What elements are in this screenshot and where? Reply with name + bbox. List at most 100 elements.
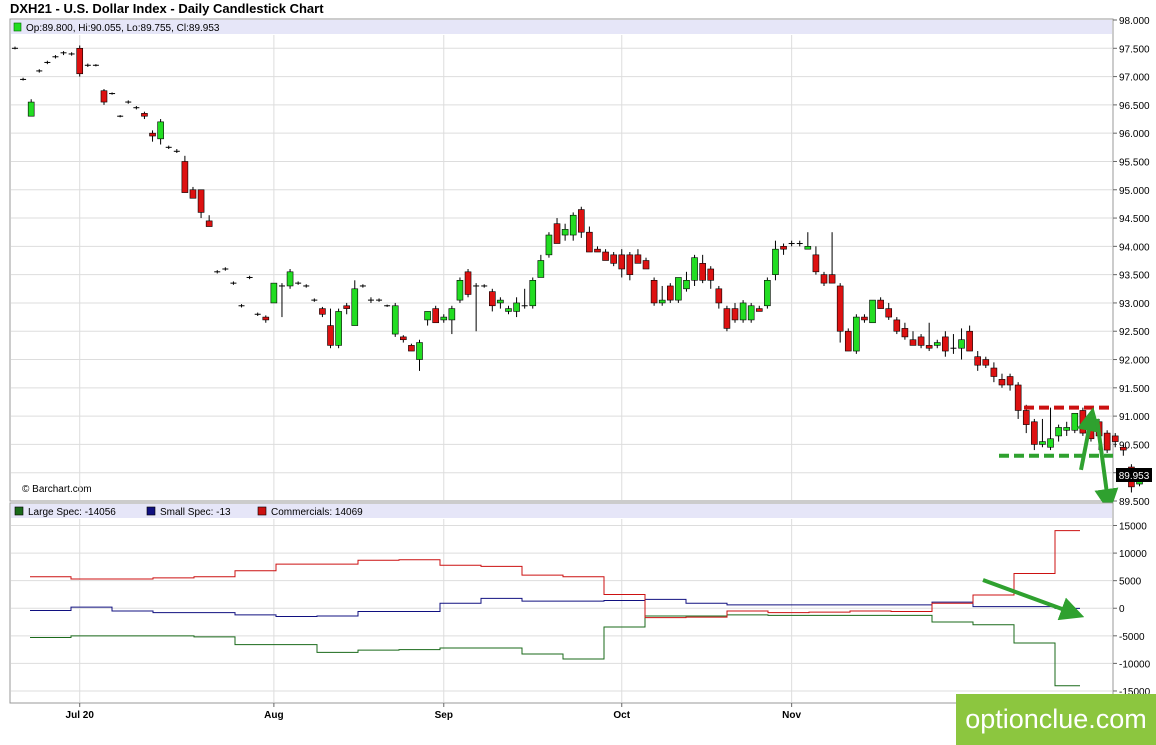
candle [529, 277, 537, 309]
candle-body [683, 280, 690, 290]
candles [12, 45, 1143, 493]
cot-y-axis: 15000 10000 5000 0 -5000 -10000 -15000 [1113, 522, 1151, 698]
candle [982, 356, 990, 369]
candle [92, 64, 99, 67]
candle-body [909, 339, 917, 346]
candle [933, 339, 941, 349]
cot-tick-label: -10000 [1119, 659, 1151, 670]
candle-body [586, 231, 593, 253]
cot-tick-label: 5000 [1119, 577, 1142, 588]
candle-body [731, 308, 739, 321]
candle [577, 206, 585, 238]
candle [197, 189, 205, 219]
candle-body [448, 308, 456, 321]
price-tick-label: 94.500 [1119, 214, 1150, 225]
candle [505, 305, 512, 315]
candle [537, 254, 545, 278]
candle-body [723, 308, 731, 329]
down-arrow [1094, 418, 1119, 513]
candle-body [141, 113, 148, 117]
candle-body [861, 316, 868, 321]
price-tick-label: 96.500 [1119, 101, 1150, 112]
candle [173, 149, 180, 153]
candle-body [351, 288, 359, 326]
candle-body [416, 342, 423, 360]
candle-body [489, 291, 496, 307]
candle [893, 317, 901, 335]
candle [796, 240, 803, 247]
candle [1039, 418, 1046, 448]
candle [246, 275, 253, 280]
candle [675, 277, 682, 303]
candle [254, 312, 261, 316]
candle-body [739, 302, 747, 321]
candle-body [642, 260, 650, 270]
candle-body [1047, 438, 1054, 448]
candle [448, 305, 456, 335]
candle-body [327, 325, 334, 346]
candle [117, 115, 124, 118]
candle-body [529, 280, 537, 307]
candle-body [1079, 410, 1087, 434]
candle-body [658, 299, 666, 304]
candle-body [205, 220, 213, 227]
candle [384, 304, 391, 307]
candle [489, 288, 496, 312]
candle [634, 249, 642, 264]
candle [432, 305, 439, 324]
candle [747, 302, 755, 323]
candle-body [772, 248, 779, 275]
candle [149, 130, 156, 142]
x-tick-label: Oct [613, 710, 630, 721]
candle [408, 343, 415, 352]
candle [836, 283, 844, 343]
candle-body [715, 288, 723, 304]
candle [270, 282, 278, 304]
candle [27, 99, 35, 117]
candle [1071, 412, 1079, 434]
candle-body [853, 316, 860, 352]
price-tick-label: 95.000 [1119, 186, 1150, 197]
x-tick-label: Nov [782, 710, 801, 721]
x-axis: Jul 20 Aug Sep Oct Nov [66, 703, 802, 721]
candle [658, 285, 666, 306]
price-tick-label: 92.500 [1119, 327, 1150, 338]
candle [1111, 433, 1119, 448]
candle [1047, 407, 1054, 451]
candle [844, 328, 852, 352]
candle-body [755, 308, 763, 312]
candle-body [149, 132, 156, 137]
last-price-label: 89.953 [1119, 471, 1150, 482]
candle-body [577, 209, 585, 233]
candle [440, 314, 448, 323]
candle [610, 252, 617, 267]
candle-body [820, 274, 828, 284]
legend-candle-swatch [13, 22, 22, 32]
candle [901, 322, 909, 340]
price-tick-label: 91.500 [1119, 384, 1150, 395]
candle [319, 306, 326, 318]
candle [60, 51, 67, 56]
cot-grid [11, 519, 1112, 702]
candle [76, 45, 84, 77]
candle [788, 240, 795, 247]
candle-body [432, 308, 439, 324]
candle [602, 249, 609, 261]
candle [416, 339, 423, 371]
candle-body [513, 302, 520, 312]
candle-body [1039, 441, 1046, 445]
price-tick-label: 95.500 [1119, 157, 1150, 168]
candle-body [1103, 432, 1111, 451]
candle [456, 277, 464, 303]
candle [650, 277, 658, 306]
candle-body [877, 299, 884, 309]
candle-body [545, 234, 553, 256]
candle [351, 280, 359, 326]
candle-body [747, 305, 755, 321]
candle [157, 119, 164, 145]
candle-body [408, 345, 415, 352]
large-spec-line [30, 614, 1080, 687]
candle-body [319, 308, 326, 315]
candle-body [286, 271, 294, 287]
large-spec-legend: Large Spec: -14056 [28, 507, 116, 518]
